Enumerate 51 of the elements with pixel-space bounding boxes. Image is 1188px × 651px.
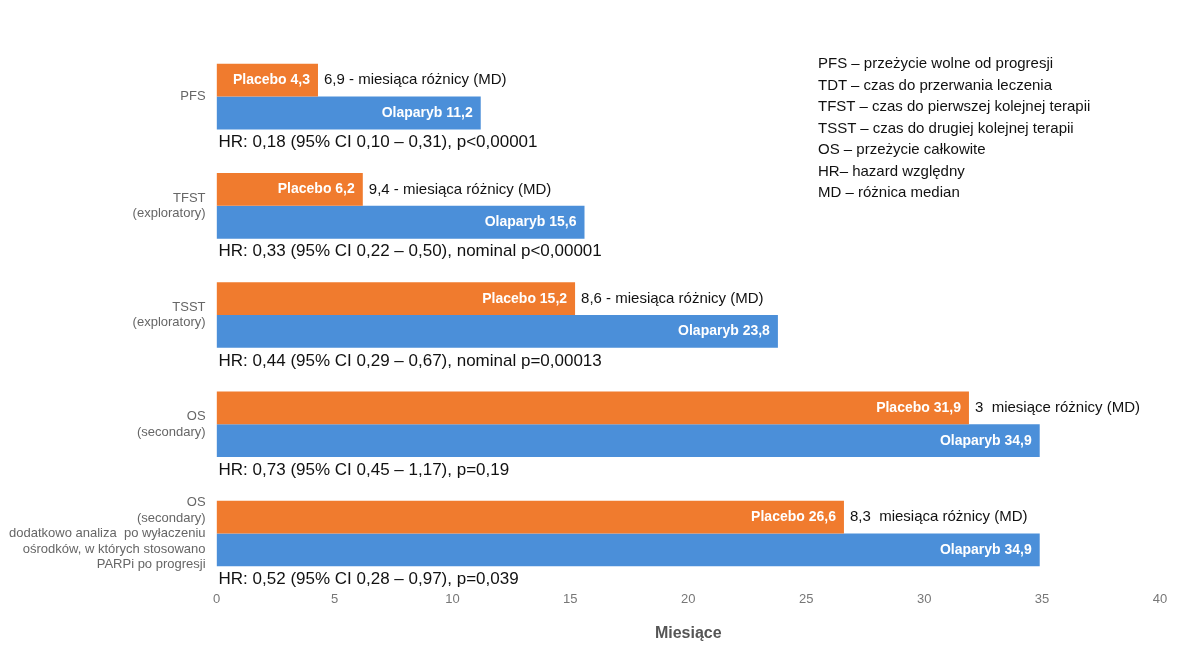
data-label: Placebo 26,6 [751,508,837,525]
annotation: HR: 0,18 (95% CI 0,10 – 0,31), p<0,00001 [218,132,538,152]
annotation: 9,4 - miesiąca różnicy (MD) [368,179,552,197]
annotation: 6,9 - miesiąca różnicy (MD) [323,70,507,88]
bar [216,424,1040,458]
y-tick-label: PFS [180,88,206,104]
data-label: Placebo 31,9 [876,398,962,415]
annotation: HR: 0,44 (95% CI 0,29 – 0,67), nominal p=0,00013 [218,350,602,370]
bar [216,315,778,348]
annotation: HR: 0,73 (95% CI 0,45 – 1,17), p=0,19 [218,459,510,479]
x-tick-label: 15 [563,590,578,606]
bar [216,173,363,206]
x-tick-label: 40 [1152,590,1168,606]
x-tick-label: 5 [330,590,339,606]
data-label: Placebo 6,2 [277,180,356,197]
bar [216,500,844,534]
annotation: OS – przeżycie całkowite [818,139,987,159]
x-tick-label: 30 [916,590,932,606]
y-tick-label: OS (secondary) dodatkowo analiza po wyłaczeniu ośrodków, w których stosowano PARPi po progresji [8,493,206,572]
annotation: MD – różnica median [818,182,961,202]
x-tick-label: 10 [445,590,460,606]
x-axis-title: Miesiące [654,623,722,641]
y-tick-label: OS (secondary) [136,408,206,439]
annotation: 8,3 miesiąca różnicy (MD) [849,507,1028,525]
data-label: Placebo 4,3 [232,71,311,88]
bar [216,282,576,316]
annotation: PFS – przeżycie wolne od progresji [818,53,1055,73]
x-tick-label: 20 [681,590,696,606]
bar [216,96,481,130]
data-label: Olaparyb 23,8 [678,322,771,339]
data-label: Olaparyb 34,9 [939,540,1032,557]
bar [216,205,585,239]
annotation: 8,6 - miesiąca różnicy (MD) [581,288,764,306]
x-tick-label: 25 [798,590,814,606]
y-tick-label: TSST (exploratory) [132,298,206,330]
annotation: HR– hazard względny [818,160,966,181]
data-label: Olaparyb 34,9 [939,431,1032,448]
data-label: Placebo 15,2 [482,289,568,306]
x-tick-label: 35 [1034,590,1050,606]
bar [216,533,1040,567]
data-label: Olaparyb 15,6 [484,213,577,230]
annotation: TDT – czas do przerwania leczenia [818,74,1053,95]
annotation: HR: 0,52 (95% CI 0,28 – 0,97), p=0,039 [218,569,519,589]
x-tick-label: 0 [212,590,221,606]
y-tick-label: TFST (exploratory) [132,189,206,221]
annotation: HR: 0,33 (95% CI 0,22 – 0,50), nominal p<0,00001 [218,241,602,261]
annotation: TFST – czas do pierwszej kolejnej terapii [818,96,1091,116]
data-label: Olaparyb 11,2 [381,103,473,120]
annotation: 3 miesiące różnicy (MD) [974,398,1140,416]
annotation: TSST – czas do drugiej kolejnej terapii [818,117,1075,138]
bar [216,391,969,425]
